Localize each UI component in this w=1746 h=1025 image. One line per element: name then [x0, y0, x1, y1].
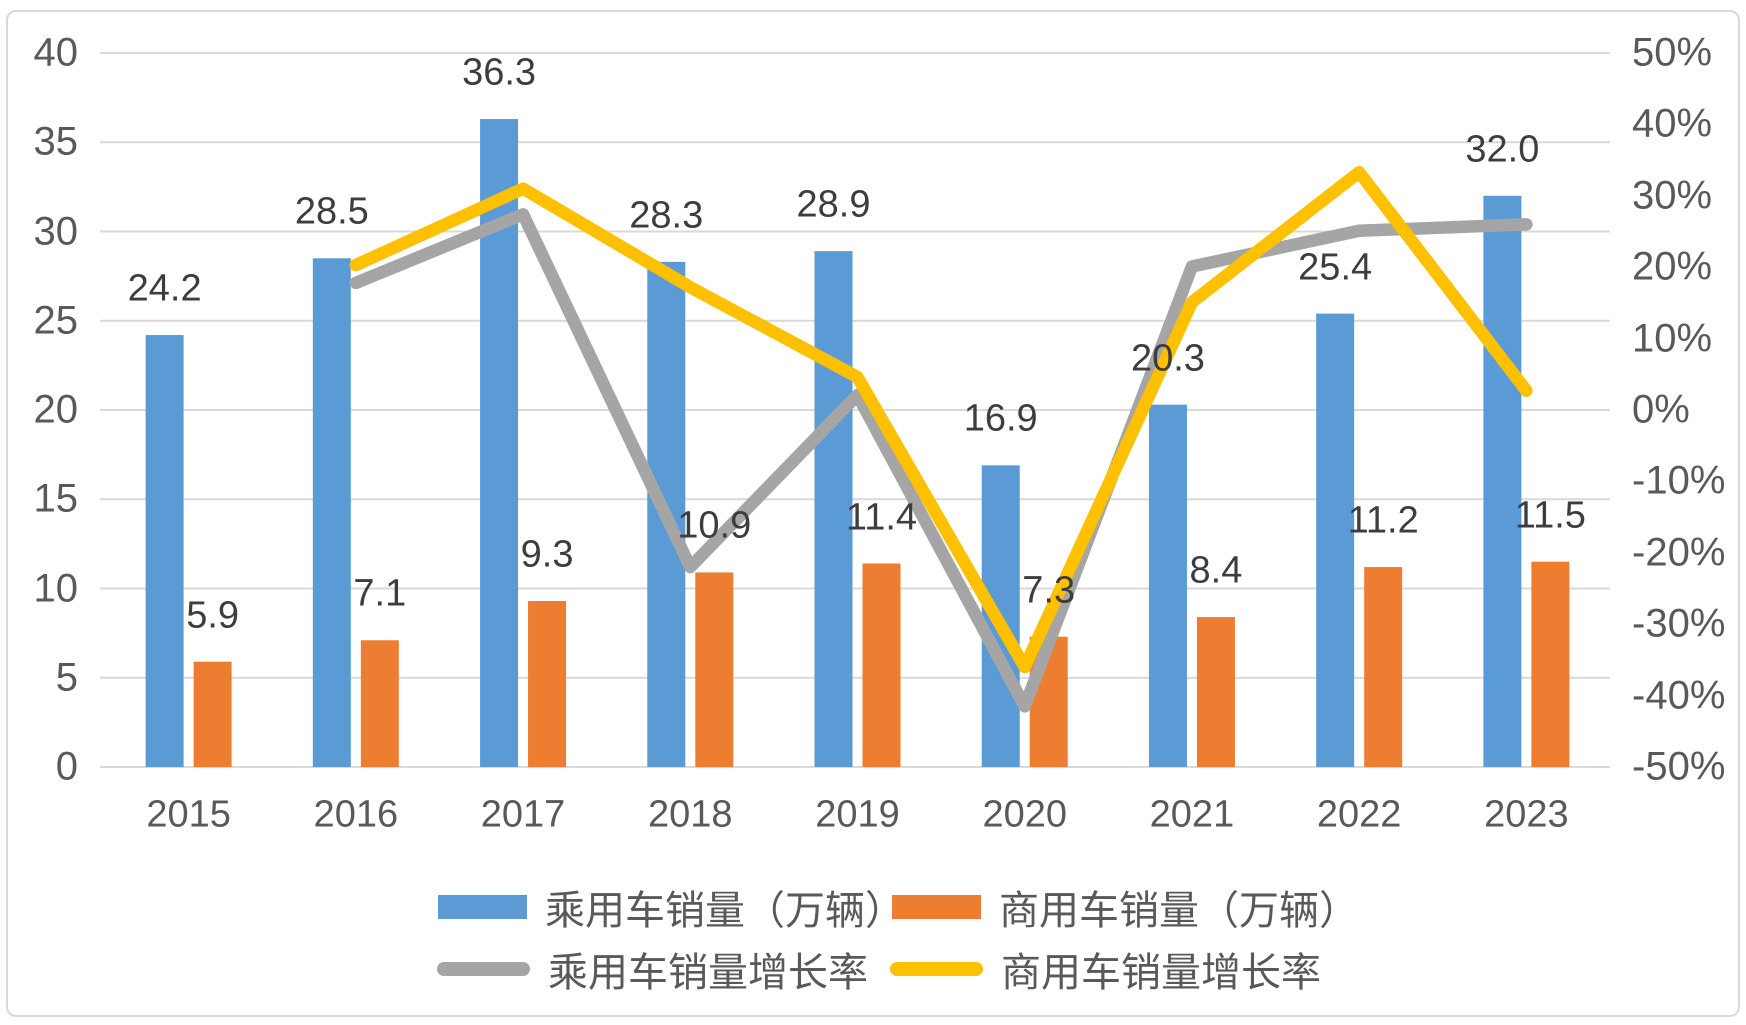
legend-item-passenger-sales: 乘用车销量（万辆）: [438, 878, 905, 936]
data-label-commercial-2017: 9.3: [520, 533, 574, 576]
right-axis-tick: 10%: [1632, 316, 1713, 361]
legend-label-passenger-sales: 乘用车销量（万辆）: [545, 889, 905, 933]
bar-commercial-2019: [862, 563, 901, 767]
left-axis-tick: 35: [33, 119, 79, 164]
legend-label-commercial-growth: 商用车销量增长率: [1001, 951, 1321, 995]
bar-passenger-2022: [1316, 313, 1355, 767]
data-label-passenger-2017: 36.3: [462, 51, 537, 94]
x-axis-label-2019: 2019: [815, 793, 900, 836]
data-label-commercial-2020: 7.3: [1022, 569, 1076, 612]
legend-swatch-passenger-growth-line: [437, 962, 530, 976]
line-commercial-growth: [349, 165, 1533, 674]
x-axis-label-2017: 2017: [480, 793, 566, 836]
left-axis-tick: 30: [33, 209, 79, 253]
right-axis-tick: 50%: [1632, 30, 1713, 75]
data-label-passenger-2023: 32.0: [1465, 128, 1540, 171]
bar-commercial-2016: [360, 640, 399, 767]
bar-commercial-2018: [695, 572, 734, 767]
right-axis-tick: 30%: [1632, 173, 1713, 218]
left-axis-tick: 5: [55, 655, 78, 700]
data-label-passenger-2015: 24.2: [127, 267, 202, 310]
bar-commercial-2017: [528, 600, 567, 767]
left-axis-tick: 10: [33, 566, 79, 610]
x-axis-label-2023: 2023: [1484, 793, 1569, 836]
bar-commercial-2023: [1531, 561, 1570, 767]
right-axis-tick: -40%: [1632, 673, 1726, 718]
right-axis-tick: -10%: [1632, 458, 1726, 503]
x-axis-label-2020: 2020: [982, 793, 1067, 836]
bar-commercial-2021: [1196, 617, 1235, 767]
bar-commercial-2022: [1364, 567, 1403, 767]
bar-passenger-2021: [1148, 404, 1187, 767]
data-label-passenger-2020: 16.9: [963, 397, 1038, 440]
legend-swatch-passenger-bar: [438, 895, 527, 919]
x-axis-label-2022: 2022: [1316, 793, 1402, 836]
left-axis-tick: 20: [33, 387, 79, 432]
x-axis-label-2016: 2016: [313, 793, 399, 836]
right-axis-tick: -20%: [1632, 530, 1726, 575]
left-axis-tick: 25: [33, 298, 79, 343]
line-passenger-growth: [349, 208, 1533, 713]
x-axis-label-2021: 2021: [1149, 793, 1235, 836]
data-label-commercial-2018: 10.9: [677, 504, 752, 547]
right-axis-tick: -30%: [1632, 601, 1726, 646]
left-axis-tick: 40: [33, 30, 79, 75]
right-axis-tick: 40%: [1632, 101, 1713, 146]
data-label-passenger-2021: 20.3: [1130, 337, 1205, 380]
data-label-passenger-2019: 28.9: [796, 183, 871, 226]
x-axis-label-2018: 2018: [647, 793, 733, 836]
legend-swatch-commercial-bar: [892, 895, 981, 919]
data-label-commercial-2019: 11.4: [845, 496, 918, 538]
data-label-passenger-2022: 25.4: [1298, 246, 1373, 289]
legend-item-commercial-growth: 商用车销量增长率: [890, 940, 1321, 998]
right-axis-tick: 0%: [1632, 387, 1690, 432]
legend-item-passenger-growth: 乘用车销量增长率: [437, 940, 868, 998]
left-axis-tick: 0: [55, 744, 78, 789]
data-label-commercial-2015: 5.9: [186, 594, 240, 637]
legend-swatch-commercial-growth-line: [890, 962, 983, 976]
data-label-commercial-2016: 7.1: [353, 572, 407, 615]
bar-passenger-2019: [814, 251, 853, 767]
bar-commercial-2015: [193, 661, 232, 767]
x-axis-label-2015: 2015: [146, 793, 231, 836]
legend-label-commercial-sales: 商用车销量（万辆）: [999, 889, 1359, 933]
right-axis-tick: -50%: [1632, 744, 1726, 789]
left-axis-tick: 15: [33, 476, 79, 521]
data-label-passenger-2018: 28.3: [629, 194, 704, 237]
bar-passenger-2023: [1483, 195, 1522, 768]
data-label-commercial-2023: 11.5: [1514, 494, 1586, 537]
bar-passenger-2015: [145, 335, 184, 767]
legend-label-passenger-growth: 乘用车销量增长率: [548, 951, 868, 995]
bar-passenger-2016: [312, 258, 351, 767]
data-label-passenger-2016: 28.5: [294, 190, 369, 233]
data-label-commercial-2021: 8.4: [1189, 549, 1243, 592]
right-axis-tick: 20%: [1632, 244, 1713, 289]
data-label-commercial-2022: 11.2: [1347, 499, 1419, 542]
legend-item-commercial-sales: 商用车销量（万辆）: [892, 878, 1359, 936]
